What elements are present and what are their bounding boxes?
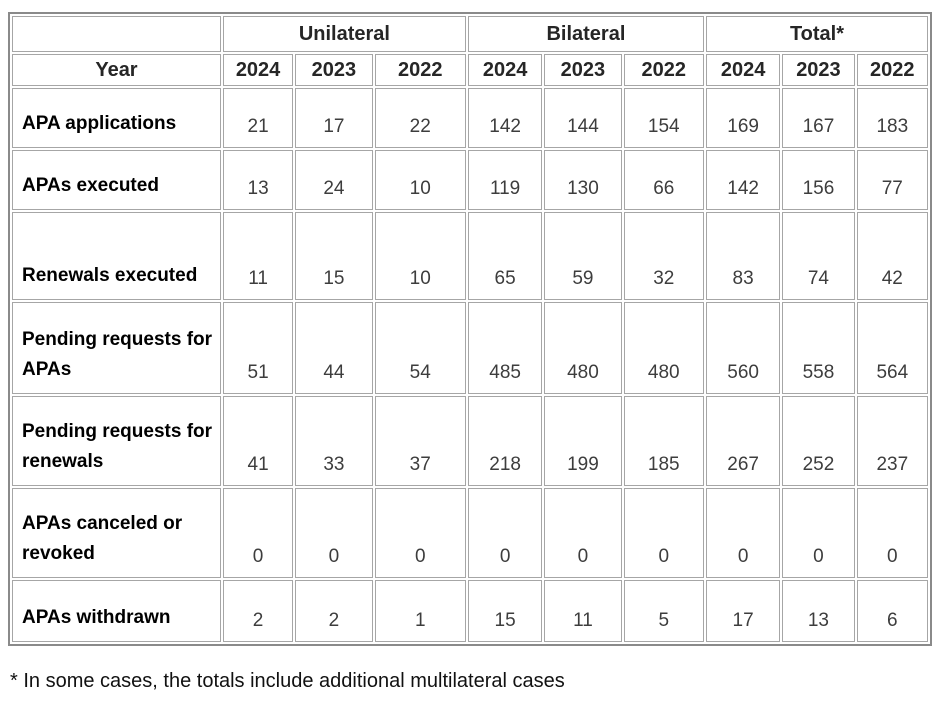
year-label-cell: Year bbox=[12, 54, 221, 86]
value-cell: 15 bbox=[295, 212, 373, 300]
value-cell: 156 bbox=[782, 150, 855, 210]
value-cell: 2 bbox=[222, 580, 294, 642]
value-cell: 252 bbox=[782, 396, 855, 486]
group-header-total: Total* bbox=[705, 16, 928, 52]
value-cell: 485 bbox=[467, 302, 543, 394]
year-cell-total-2024: 2024 bbox=[705, 54, 781, 86]
year-cell-bilateral-2024: 2024 bbox=[467, 54, 543, 86]
value-cell: 0 bbox=[544, 488, 622, 578]
value-cell: 1 bbox=[374, 580, 466, 642]
value-cell: 66 bbox=[623, 150, 704, 210]
year-header-row: Year 2024 2023 2022 2024 2023 2022 2024 … bbox=[12, 54, 928, 86]
value-cell: 154 bbox=[623, 88, 704, 148]
year-cell-unilateral-2024: 2024 bbox=[222, 54, 294, 86]
value-cell: 65 bbox=[467, 212, 543, 300]
row-label: Pending requests for APAs bbox=[12, 302, 221, 394]
page: Unilateral Bilateral Total* Year 2024 20… bbox=[8, 12, 932, 692]
value-cell: 558 bbox=[782, 302, 855, 394]
value-cell: 199 bbox=[544, 396, 622, 486]
value-cell: 10 bbox=[374, 150, 466, 210]
row-label: APA applications bbox=[12, 88, 221, 148]
value-cell: 0 bbox=[295, 488, 373, 578]
value-cell: 480 bbox=[623, 302, 704, 394]
value-cell: 185 bbox=[623, 396, 704, 486]
table-header: Unilateral Bilateral Total* Year 2024 20… bbox=[12, 16, 928, 86]
value-cell: 480 bbox=[544, 302, 622, 394]
value-cell: 32 bbox=[623, 212, 704, 300]
value-cell: 130 bbox=[544, 150, 622, 210]
value-cell: 10 bbox=[374, 212, 466, 300]
value-cell: 42 bbox=[856, 212, 928, 300]
row-label: APAs executed bbox=[12, 150, 221, 210]
value-cell: 267 bbox=[705, 396, 781, 486]
group-header-bilateral: Bilateral bbox=[467, 16, 704, 52]
row-label: Pending requests for renewals bbox=[12, 396, 221, 486]
value-cell: 564 bbox=[856, 302, 928, 394]
value-cell: 13 bbox=[222, 150, 294, 210]
corner-cell bbox=[12, 16, 221, 52]
value-cell: 54 bbox=[374, 302, 466, 394]
group-header-unilateral: Unilateral bbox=[222, 16, 466, 52]
value-cell: 167 bbox=[782, 88, 855, 148]
value-cell: 0 bbox=[374, 488, 466, 578]
group-header-row: Unilateral Bilateral Total* bbox=[12, 16, 928, 52]
value-cell: 74 bbox=[782, 212, 855, 300]
table-footnote: * In some cases, the totals include addi… bbox=[10, 670, 565, 692]
value-cell: 183 bbox=[856, 88, 928, 148]
table-row: APAs withdrawn 2 2 1 15 11 5 17 13 6 bbox=[12, 580, 928, 642]
value-cell: 11 bbox=[222, 212, 294, 300]
row-label: APAs canceled or revoked bbox=[12, 488, 221, 578]
value-cell: 37 bbox=[374, 396, 466, 486]
table-row: APAs executed 13 24 10 119 130 66 142 156 77 bbox=[12, 150, 928, 210]
row-label: APAs withdrawn bbox=[12, 580, 221, 642]
value-cell: 44 bbox=[295, 302, 373, 394]
table-row: APA applications 21 17 22 142 144 154 169 167 183 bbox=[12, 88, 928, 148]
value-cell: 142 bbox=[467, 88, 543, 148]
value-cell: 15 bbox=[467, 580, 543, 642]
value-cell: 6 bbox=[856, 580, 928, 642]
value-cell: 24 bbox=[295, 150, 373, 210]
value-cell: 51 bbox=[222, 302, 294, 394]
table-body: APA applications 21 17 22 142 144 154 169 167 183… bbox=[12, 88, 928, 642]
value-cell: 560 bbox=[705, 302, 781, 394]
value-cell: 142 bbox=[705, 150, 781, 210]
row-label: Renewals executed bbox=[12, 212, 221, 300]
value-cell: 33 bbox=[295, 396, 373, 486]
value-cell: 41 bbox=[222, 396, 294, 486]
table-row: Pending requests for renewals 41 33 37 218 19… bbox=[12, 396, 928, 486]
value-cell: 144 bbox=[544, 88, 622, 148]
value-cell: 11 bbox=[544, 580, 622, 642]
year-cell-total-2022: 2022 bbox=[856, 54, 928, 86]
value-cell: 77 bbox=[856, 150, 928, 210]
year-cell-bilateral-2022: 2022 bbox=[623, 54, 704, 86]
value-cell: 2 bbox=[295, 580, 373, 642]
value-cell: 0 bbox=[623, 488, 704, 578]
value-cell: 17 bbox=[705, 580, 781, 642]
value-cell: 13 bbox=[782, 580, 855, 642]
value-cell: 22 bbox=[374, 88, 466, 148]
value-cell: 0 bbox=[467, 488, 543, 578]
year-cell-unilateral-2022: 2022 bbox=[374, 54, 466, 86]
value-cell: 83 bbox=[705, 212, 781, 300]
value-cell: 17 bbox=[295, 88, 373, 148]
value-cell: 0 bbox=[782, 488, 855, 578]
table-row: Pending requests for APAs 51 44 54 485 480 480… bbox=[12, 302, 928, 394]
value-cell: 119 bbox=[467, 150, 543, 210]
value-cell: 21 bbox=[222, 88, 294, 148]
table-row: APAs canceled or revoked 0 0 0 0 0 0 0 0 0 bbox=[12, 488, 928, 578]
value-cell: 0 bbox=[222, 488, 294, 578]
value-cell: 59 bbox=[544, 212, 622, 300]
value-cell: 5 bbox=[623, 580, 704, 642]
apa-statistics-table: Unilateral Bilateral Total* Year 2024 20… bbox=[8, 12, 932, 646]
year-cell-unilateral-2023: 2023 bbox=[295, 54, 373, 86]
value-cell: 237 bbox=[856, 396, 928, 486]
table-row: Renewals executed 11 15 10 65 59 32 83 74 42 bbox=[12, 212, 928, 300]
year-cell-total-2023: 2023 bbox=[782, 54, 855, 86]
value-cell: 218 bbox=[467, 396, 543, 486]
value-cell: 169 bbox=[705, 88, 781, 148]
value-cell: 0 bbox=[705, 488, 781, 578]
value-cell: 0 bbox=[856, 488, 928, 578]
year-cell-bilateral-2023: 2023 bbox=[544, 54, 622, 86]
